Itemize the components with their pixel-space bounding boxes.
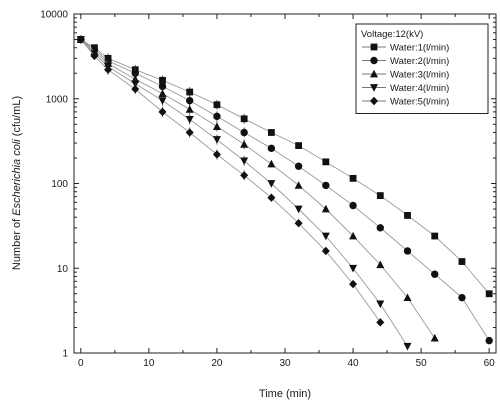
data-point bbox=[403, 293, 412, 302]
data-point bbox=[376, 260, 385, 269]
data-point bbox=[158, 97, 167, 105]
data-point bbox=[158, 107, 167, 117]
series-layer bbox=[76, 35, 493, 351]
data-point bbox=[430, 333, 439, 342]
data-point bbox=[376, 318, 385, 327]
legend-box bbox=[355, 23, 489, 114]
data-point bbox=[485, 290, 493, 298]
data-point bbox=[131, 69, 139, 77]
data-point bbox=[294, 205, 303, 214]
data-point bbox=[404, 212, 411, 219]
x-tick-label: 20 bbox=[211, 358, 223, 369]
data-point bbox=[212, 136, 221, 144]
data-point bbox=[158, 89, 167, 98]
data-point bbox=[240, 115, 248, 123]
data-point bbox=[131, 84, 140, 94]
series-line bbox=[80, 39, 381, 323]
data-point bbox=[485, 336, 493, 345]
axes: 0 10 20 30 40 50 60 1 10 100 1000 10000 bbox=[40, 10, 496, 369]
legend-marker bbox=[370, 43, 378, 51]
data-point bbox=[431, 270, 439, 278]
data-point bbox=[458, 258, 466, 265]
y-tick-label: 100 bbox=[51, 179, 68, 190]
legend-marker bbox=[370, 96, 378, 106]
data-point bbox=[76, 35, 85, 44]
x-axis-title: Time (min) bbox=[259, 388, 311, 400]
data-point bbox=[267, 144, 276, 153]
data-point bbox=[158, 82, 167, 91]
data-point bbox=[185, 116, 194, 124]
x-tick-label: 50 bbox=[416, 358, 428, 369]
legend-label: Water:3(l/min) bbox=[390, 70, 449, 81]
legend-label: Water:4(l/min) bbox=[390, 83, 449, 94]
data-point bbox=[267, 193, 276, 202]
data-point bbox=[185, 128, 194, 137]
legend-label: Water:1(l/min) bbox=[390, 43, 449, 54]
data-point bbox=[213, 112, 221, 121]
x-tick-label: 10 bbox=[143, 358, 155, 369]
data-point bbox=[431, 232, 439, 240]
data-point bbox=[240, 157, 249, 166]
data-point bbox=[240, 128, 248, 137]
data-point bbox=[159, 76, 166, 84]
x-tick-label: 40 bbox=[348, 358, 360, 369]
y-tick-label: 1 bbox=[62, 349, 68, 360]
data-point bbox=[376, 192, 384, 199]
data-point bbox=[403, 247, 412, 255]
legend-marker bbox=[370, 84, 378, 92]
legend-marker bbox=[370, 69, 378, 78]
data-point bbox=[349, 231, 358, 240]
data-point bbox=[349, 279, 358, 289]
data-point bbox=[349, 174, 357, 182]
y-axis-title-unit: (cfu/mL) bbox=[11, 96, 23, 139]
y-tick-label: 10000 bbox=[40, 10, 68, 21]
data-point bbox=[349, 201, 357, 210]
y-axis-title: Number of Escherichia coli (cfu/mL) bbox=[11, 96, 23, 270]
data-point bbox=[295, 142, 303, 150]
data-point bbox=[267, 159, 276, 168]
data-point bbox=[294, 162, 303, 170]
data-point bbox=[104, 65, 113, 74]
data-point bbox=[240, 140, 249, 148]
data-point bbox=[267, 129, 275, 136]
data-point bbox=[458, 293, 466, 302]
data-point bbox=[212, 122, 221, 130]
series-5 bbox=[76, 35, 385, 327]
data-point bbox=[186, 96, 194, 105]
data-point bbox=[185, 105, 194, 113]
data-point bbox=[322, 181, 330, 190]
data-point bbox=[294, 219, 303, 228]
x-tick-label: 30 bbox=[279, 358, 291, 369]
data-point bbox=[186, 88, 194, 96]
data-point bbox=[213, 101, 221, 109]
y-axis-title-species: Escherichia coli bbox=[11, 139, 23, 216]
data-point bbox=[321, 246, 330, 256]
data-point bbox=[321, 232, 330, 241]
y-axis-title-prefix: Number of bbox=[11, 216, 23, 270]
data-point bbox=[240, 171, 249, 180]
data-point bbox=[349, 264, 358, 273]
data-point bbox=[322, 158, 330, 166]
data-point bbox=[212, 150, 221, 159]
data-point bbox=[294, 181, 303, 189]
legend-title: Voltage:12(kV) bbox=[361, 29, 423, 40]
y-tick-label: 1000 bbox=[46, 94, 69, 105]
data-point bbox=[267, 180, 276, 188]
legend-label: Water:5(l/min) bbox=[390, 97, 449, 108]
data-point bbox=[403, 342, 412, 351]
legend: Voltage:12(kV) Water:1(l/min) Water:2(l/mi… bbox=[355, 23, 489, 114]
data-point bbox=[376, 300, 385, 309]
legend-marker bbox=[370, 56, 378, 65]
x-tick-label: 0 bbox=[78, 358, 84, 369]
series-line bbox=[80, 39, 408, 347]
data-point bbox=[90, 51, 99, 61]
data-point bbox=[321, 204, 330, 213]
y-tick-label: 10 bbox=[57, 264, 69, 275]
legend-label: Water:2(l/min) bbox=[390, 56, 449, 67]
x-tick-label: 60 bbox=[484, 358, 496, 369]
data-point bbox=[376, 224, 384, 232]
